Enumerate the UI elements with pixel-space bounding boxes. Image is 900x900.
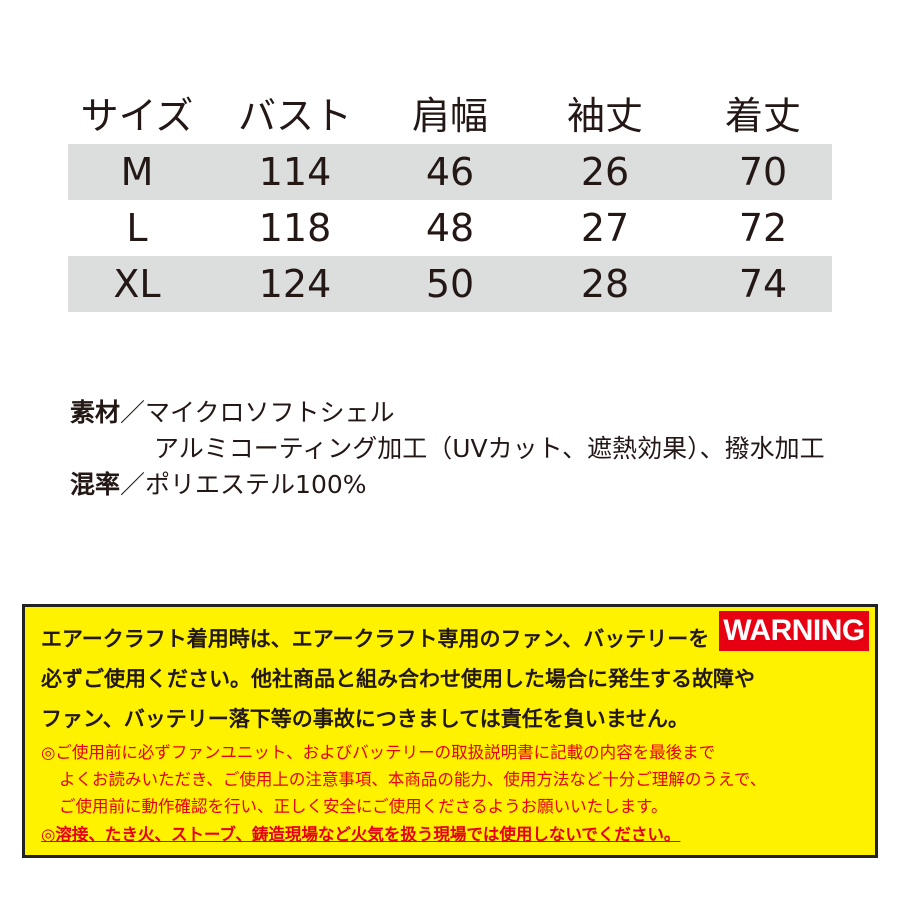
table-cell: 50 — [425, 262, 475, 306]
table-cell: 72 — [738, 206, 788, 250]
warning-badge: WARNING — [719, 611, 869, 651]
table-cell: 27 — [580, 206, 630, 250]
warning-text: ファン、バッテリー落下等の事故につきましては責任を負いません。 — [41, 707, 690, 731]
caution-text-fire: ◎溶接、たき火、ストーブ、鋳造現場など火気を扱う現場では使用しないでください。 — [41, 825, 681, 844]
material-line: 素材／マイクロソフトシェル — [70, 395, 825, 431]
warning-text: エアークラフト着用時は、エアークラフト専用のファン、バッテリーを — [41, 627, 710, 651]
header-cell: 肩幅 — [411, 94, 488, 138]
header-cell: バスト — [237, 94, 352, 138]
header-cell: 着丈 — [724, 94, 801, 138]
material-label: 素材 — [70, 398, 121, 427]
caution-text: ◎ご使用前に必ずファンユニット、およびバッテリーの取扱説明書に記載の内容を最後ま… — [41, 743, 716, 762]
blend-line: 混率／ポリエステル100% — [70, 467, 825, 503]
separator: ／ — [120, 470, 146, 499]
table-cell: 28 — [580, 262, 630, 306]
header-cell: サイズ — [80, 94, 194, 138]
material-value: マイクロソフトシェル — [145, 398, 395, 427]
material-spec: 素材／マイクロソフトシェル アルミコーティング加工（UVカット、遮熱効果）、撥水… — [70, 395, 825, 503]
caution-text: ご使用前に動作確認を行い、正しく安全にご使用くださるようお願いいたします。 — [59, 797, 668, 816]
table-cell: 26 — [580, 150, 630, 194]
table-cell: 74 — [738, 262, 788, 306]
size-table: サイズ バスト 肩幅 袖丈 着丈 M 114 46 26 70 L 118 48… — [68, 88, 832, 312]
table-cell: M — [120, 150, 154, 194]
table-row: XL 124 50 28 74 — [68, 256, 832, 312]
warning-text: 必ずご使用ください。他社商品と組み合わせ使用した場合に発生する故障や — [41, 667, 755, 691]
table-cell: 46 — [425, 150, 475, 194]
material-value-2: アルミコーティング加工（UVカット、遮熱効果）、撥水加工 — [154, 434, 825, 463]
table-cell: 48 — [425, 206, 475, 250]
blend-value: ポリエステル100% — [145, 470, 367, 499]
table-cell: 70 — [738, 150, 788, 194]
header-cell: 袖丈 — [566, 94, 643, 138]
warning-box: WARNING エアークラフト着用時は、エアークラフト専用のファン、バッテリーを… — [22, 604, 878, 858]
table-cell: 124 — [258, 262, 332, 306]
table-header: サイズ バスト 肩幅 袖丈 着丈 — [68, 88, 832, 144]
table-cell: 114 — [258, 150, 332, 194]
table-cell: L — [126, 206, 148, 250]
caution-text: よくお読みいただき、ご使用上の注意事項、本商品の能力、使用方法など十分ご理解のう… — [59, 770, 767, 789]
table-cell: 118 — [258, 206, 332, 250]
table-row: L 118 48 27 72 — [68, 200, 832, 256]
table-cell: XL — [113, 262, 161, 306]
blend-label: 混率 — [70, 470, 121, 499]
table-row: M 114 46 26 70 — [68, 144, 832, 200]
separator: ／ — [120, 398, 146, 427]
